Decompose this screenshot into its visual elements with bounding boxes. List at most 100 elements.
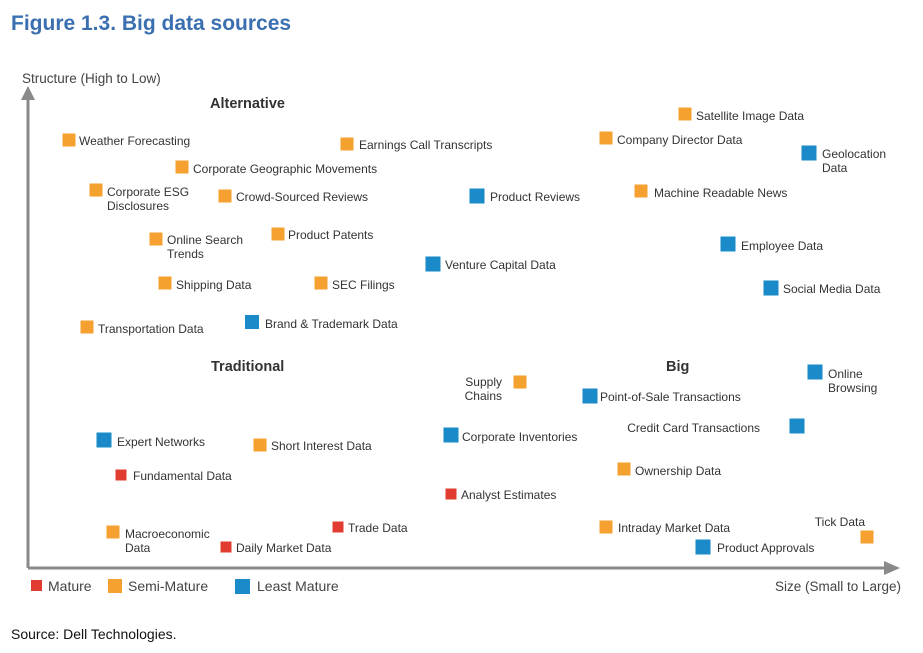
data-point-brand-trademark-data: Brand & Trademark Data — [245, 315, 398, 331]
region-label-big: Big — [666, 359, 689, 375]
data-point-marker — [106, 525, 120, 539]
legend-item-least-mature: Least Mature — [235, 578, 339, 594]
data-point-marker — [271, 227, 285, 241]
data-point-label: Corporate ESG Disclosures — [107, 185, 189, 213]
data-point-marker — [720, 236, 736, 252]
data-point-label: Trade Data — [348, 521, 408, 535]
data-point-label: Analyst Estimates — [461, 488, 556, 502]
data-point-label: Machine Readable News — [654, 186, 787, 200]
data-point-venture-capital-data: Venture Capital Data — [425, 256, 556, 272]
legend-item-semi-mature: Semi-Mature — [108, 578, 208, 594]
data-point-corporate-geographic-movements: Corporate Geographic Movements — [175, 160, 377, 176]
region-label-alternative: Alternative — [210, 96, 285, 112]
data-point-marker — [115, 469, 127, 481]
data-point-marker — [617, 462, 631, 476]
data-point-label: Product Patents — [288, 228, 373, 242]
data-point-label: Daily Market Data — [236, 541, 332, 555]
data-point-social-media-data: Social Media Data — [763, 280, 881, 296]
legend-label: Least Mature — [257, 578, 339, 594]
legend-swatch — [108, 579, 122, 593]
data-point-label: Crowd-Sourced Reviews — [236, 190, 368, 204]
data-point-marker — [245, 315, 259, 329]
data-point-sec-filings: SEC Filings — [314, 276, 395, 292]
data-point-shipping-data: Shipping Data — [158, 276, 252, 292]
data-point-label: Geolocation Data — [822, 147, 886, 175]
data-point-intraday-market-data: Intraday Market Data — [599, 520, 730, 535]
data-point-crowd-sourced-reviews: Crowd-Sourced Reviews — [218, 189, 368, 204]
data-point-online-search-trends: Online Search Trends — [149, 232, 243, 261]
data-point-label: Shipping Data — [176, 278, 252, 292]
big-data-sources-chart: Structure (High to Low) Size (Small to L… — [21, 71, 901, 594]
axes: Structure (High to Low) Size (Small to L… — [21, 71, 901, 594]
data-point-label: Product Approvals — [717, 541, 814, 555]
x-axis-label: Size (Small to Large) — [775, 579, 901, 594]
data-point-product-patents: Product Patents — [271, 227, 373, 242]
data-point-marker — [96, 432, 112, 448]
data-point-trade-data: Trade Data — [332, 521, 408, 535]
data-point-marker — [695, 539, 711, 555]
data-point-fundamental-data: Fundamental Data — [115, 469, 232, 483]
data-point-analyst-estimates: Analyst Estimates — [445, 488, 556, 502]
figure-title: Figure 1.3. Big data sources — [11, 12, 292, 35]
y-axis-label: Structure (High to Low) — [22, 71, 161, 86]
data-point-employee-data: Employee Data — [720, 236, 823, 253]
data-point-label: SEC Filings — [332, 278, 395, 292]
legend-label: Semi-Mature — [128, 578, 208, 594]
data-point-marker — [789, 418, 805, 434]
data-point-label: Expert Networks — [117, 435, 205, 449]
data-point-label: Brand & Trademark Data — [265, 317, 398, 331]
data-point-satellite-image-data: Satellite Image Data — [678, 107, 804, 123]
data-point-label: Corporate Geographic Movements — [193, 162, 377, 176]
data-point-company-director-data: Company Director Data — [599, 131, 743, 147]
data-point-label: Credit Card Transactions — [627, 421, 760, 435]
data-point-tick-data: Tick Data — [815, 515, 874, 544]
data-point-expert-networks: Expert Networks — [96, 432, 205, 449]
data-point-label: Ownership Data — [635, 464, 721, 478]
data-point-credit-card-transactions: Credit Card Transactions — [627, 418, 805, 435]
data-point-marker — [158, 276, 172, 290]
legend-item-mature: Mature — [31, 578, 92, 594]
data-point-marker — [860, 530, 874, 544]
data-point-label: Venture Capital Data — [445, 258, 556, 272]
data-point-transportation-data: Transportation Data — [80, 320, 204, 336]
data-point-short-interest-data: Short Interest Data — [253, 438, 372, 453]
data-point-ownership-data: Ownership Data — [617, 462, 721, 478]
data-point-label: Satellite Image Data — [696, 109, 804, 123]
source-note: Source: Dell Technologies. — [11, 626, 177, 642]
data-point-marker — [801, 145, 817, 161]
data-point-marker — [469, 188, 485, 204]
legend-swatch — [235, 579, 250, 594]
data-point-label: Product Reviews — [490, 190, 580, 204]
data-point-marker — [807, 364, 823, 380]
data-point-earnings-call-transcripts: Earnings Call Transcripts — [340, 137, 492, 152]
legend-swatch — [31, 580, 42, 591]
data-point-marker — [175, 160, 189, 174]
data-point-product-reviews: Product Reviews — [469, 188, 580, 204]
data-point-label: Company Director Data — [617, 133, 743, 147]
region-label-traditional: Traditional — [211, 359, 284, 375]
data-point-product-approvals: Product Approvals — [695, 539, 814, 555]
data-point-geolocation-data: Geolocation Data — [801, 145, 886, 175]
data-point-corporate-inventories: Corporate Inventories — [443, 427, 577, 444]
data-point-marker — [678, 107, 692, 121]
data-point-marker — [340, 137, 354, 151]
data-point-label: Macroeconomic Data — [125, 527, 210, 555]
data-point-marker — [314, 276, 328, 290]
data-point-label: Supply Chains — [465, 375, 502, 403]
data-point-label: Social Media Data — [783, 282, 881, 296]
data-point-marker — [599, 520, 613, 534]
data-point-label: Employee Data — [741, 239, 823, 253]
data-point-marker — [599, 131, 613, 145]
y-axis-arrow — [21, 86, 35, 100]
legend: Mature Semi-Mature Least Mature — [31, 578, 339, 594]
data-point-marker — [149, 232, 163, 246]
data-point-label: Fundamental Data — [133, 469, 232, 483]
data-point-label: Tick Data — [815, 515, 866, 529]
data-point-machine-readable-news: Machine Readable News — [634, 184, 787, 200]
data-point-weather-forecasting: Weather Forecasting — [62, 133, 190, 148]
region-labels: Alternative Traditional Big — [210, 96, 689, 375]
data-point-marker — [62, 133, 76, 147]
data-point-daily-market-data: Daily Market Data — [220, 541, 332, 555]
data-point-marker — [89, 183, 103, 197]
